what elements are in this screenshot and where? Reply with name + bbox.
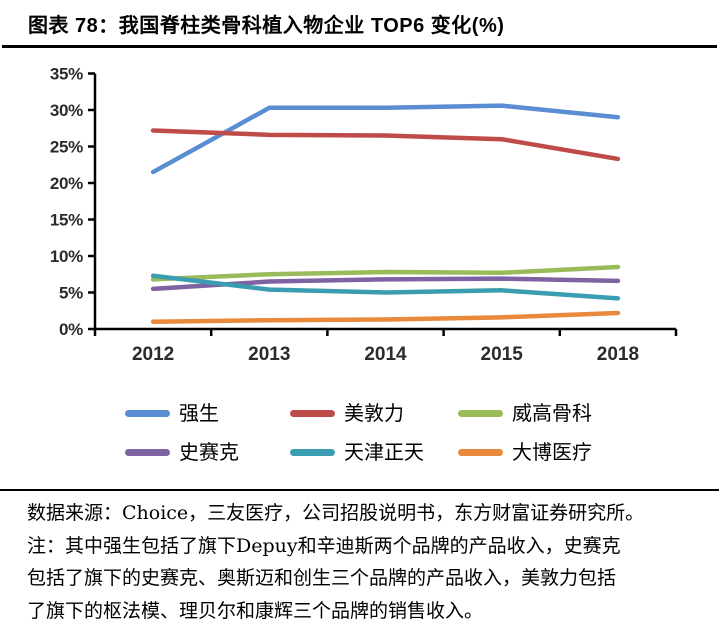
legend-label-大博医疗: 大博医疗	[512, 440, 592, 464]
x-axis-label-2013: 2013	[248, 344, 290, 365]
legend-swatch-史赛克	[125, 448, 170, 456]
legend-item-威高骨科: 威高骨科	[458, 402, 630, 424]
figure-footer: 数据来源：Choice，三友医疗，公司招股说明书，东方财富证券研究所。 注：其中…	[0, 489, 719, 627]
data-source-text: 数据来源：Choice，三友医疗，公司招股说明书，东方财富证券研究所。	[27, 502, 645, 524]
legend-swatch-大博医疗	[458, 448, 503, 456]
y-tick-label-20%: 20%	[50, 174, 83, 193]
figure-title: 图表 78：我国脊柱类骨科植入物企业 TOP6 变化(%)	[28, 15, 505, 37]
legend-item-史赛克: 史赛克	[125, 441, 290, 463]
note-line-3: 了旗下的枢法模、理贝尔和康辉三个品牌的销售收入。	[27, 599, 484, 622]
y-tick-label-5%: 5%	[59, 284, 83, 303]
legend-item-强生: 强生	[125, 402, 290, 424]
x-axis-label-2018: 2018	[597, 344, 639, 365]
series-line-美敦力	[150, 128, 621, 162]
legend-label-史赛克: 史赛克	[179, 440, 239, 464]
chart-legend: 强生 美敦力 威高骨科史赛克 天津正天 大博医疗	[125, 402, 719, 463]
legend-label-强生: 强生	[179, 401, 219, 425]
legend-swatch-威高骨科	[458, 409, 503, 417]
x-axis-label-2012: 2012	[132, 344, 174, 365]
legend-label-威高骨科: 威高骨科	[512, 401, 592, 425]
legend-item-天津正天: 天津正天	[290, 441, 458, 463]
legend-swatch-美敦力	[290, 409, 335, 417]
note-line-2: 包括了旗下的史赛克、奥斯迈和创生三个品牌的产品收入，美敦力包括	[27, 567, 617, 589]
legend-label-美敦力: 美敦力	[344, 401, 404, 425]
series-line-大博医疗	[150, 310, 621, 324]
legend-swatch-天津正天	[290, 448, 335, 456]
y-tick-label-30%: 30%	[50, 101, 83, 120]
legend-label-天津正天: 天津正天	[344, 440, 424, 464]
legend-item-美敦力: 美敦力	[290, 402, 458, 424]
x-axis-label-2014: 2014	[364, 344, 407, 365]
note-line-1: 注：其中强生包括了旗下Depuy和辛迪斯两个品牌的产品收入，史赛克	[27, 534, 621, 557]
legend-swatch-强生	[125, 409, 170, 417]
legend-item-大博医疗: 大博医疗	[458, 441, 630, 463]
series-line-强生	[150, 103, 621, 175]
y-tick-label-10%: 10%	[50, 247, 83, 266]
series-line-威高骨科	[150, 264, 621, 282]
y-tick-label-0%: 0%	[59, 320, 83, 339]
x-axis-label-2015: 2015	[481, 344, 524, 365]
y-tick-label-35%: 35%	[50, 65, 83, 84]
chart-canvas: 0% 5% 10% 15% 20% 25% 30% 35% 2012 2013 2014 2015 20…	[50, 65, 678, 365]
y-tick-label-25%: 25%	[50, 138, 83, 157]
title-divider	[2, 45, 717, 48]
line-chart: 0% 5% 10% 15% 20% 25% 30% 35% 2012 2013 2014 2015 20…	[0, 58, 719, 388]
y-tick-label-15%: 15%	[50, 211, 83, 230]
series-line-天津正天	[150, 273, 621, 301]
